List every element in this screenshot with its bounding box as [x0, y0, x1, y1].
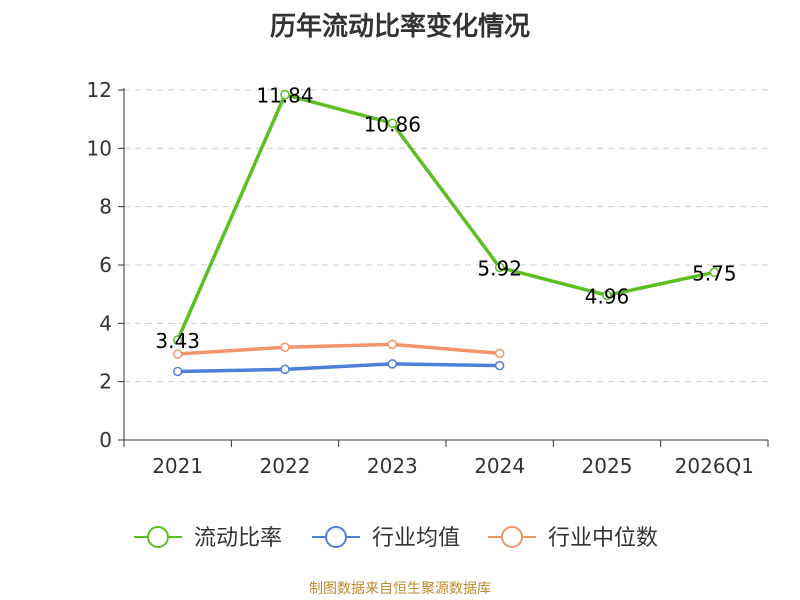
x-tick-label: 2024	[474, 454, 525, 478]
x-tick-label: 2026Q1	[675, 454, 754, 478]
legend-marker	[325, 526, 347, 548]
data-point	[172, 366, 183, 377]
data-point	[387, 118, 398, 128]
y-tick-label: 12	[87, 78, 112, 102]
data-point	[172, 335, 183, 345]
data-point	[280, 364, 290, 375]
x-tick-label: 2023	[367, 454, 418, 478]
data-point	[602, 290, 612, 301]
y-tick-label: 10	[87, 136, 112, 160]
data-point	[280, 342, 290, 352]
data-point	[494, 348, 505, 359]
y-tick-label: 8	[99, 195, 112, 219]
y-tick-label: 4	[99, 311, 112, 335]
data-point	[387, 339, 398, 350]
data-point	[280, 89, 290, 100]
legend-label: 行业均值	[372, 526, 460, 551]
data-label: 3.43	[155, 329, 200, 353]
source-note: 制图数据来自恒生聚源数据库	[309, 581, 491, 597]
x-tick-label: 2021	[152, 454, 203, 478]
data-point	[494, 360, 505, 371]
x-tick-label: 2022	[260, 454, 311, 478]
series-line-2	[177, 342, 500, 356]
chart-title: 历年流动比率变化情况	[269, 12, 530, 42]
data-label: 5.75	[692, 261, 737, 285]
data-label: 5.92	[477, 256, 522, 280]
legend-marker	[147, 526, 169, 548]
y-tick-label: 0	[99, 428, 112, 452]
x-tick-label: 2025	[582, 454, 633, 478]
data-point	[494, 262, 505, 273]
legend-label: 流动比率	[194, 526, 282, 551]
data-point	[172, 349, 183, 359]
y-tick-label: 2	[99, 370, 112, 394]
data-point	[387, 359, 398, 369]
series-line-1	[177, 362, 500, 374]
data-label: 11.84	[256, 84, 313, 108]
data-label: 4.96	[585, 284, 630, 308]
data-label: 10.86	[364, 112, 421, 136]
y-tick-label: 6	[99, 253, 112, 277]
data-point	[709, 267, 720, 278]
series-line-0	[176, 92, 715, 341]
legend-label: 行业中位数	[548, 526, 658, 551]
legend-marker	[501, 526, 523, 548]
